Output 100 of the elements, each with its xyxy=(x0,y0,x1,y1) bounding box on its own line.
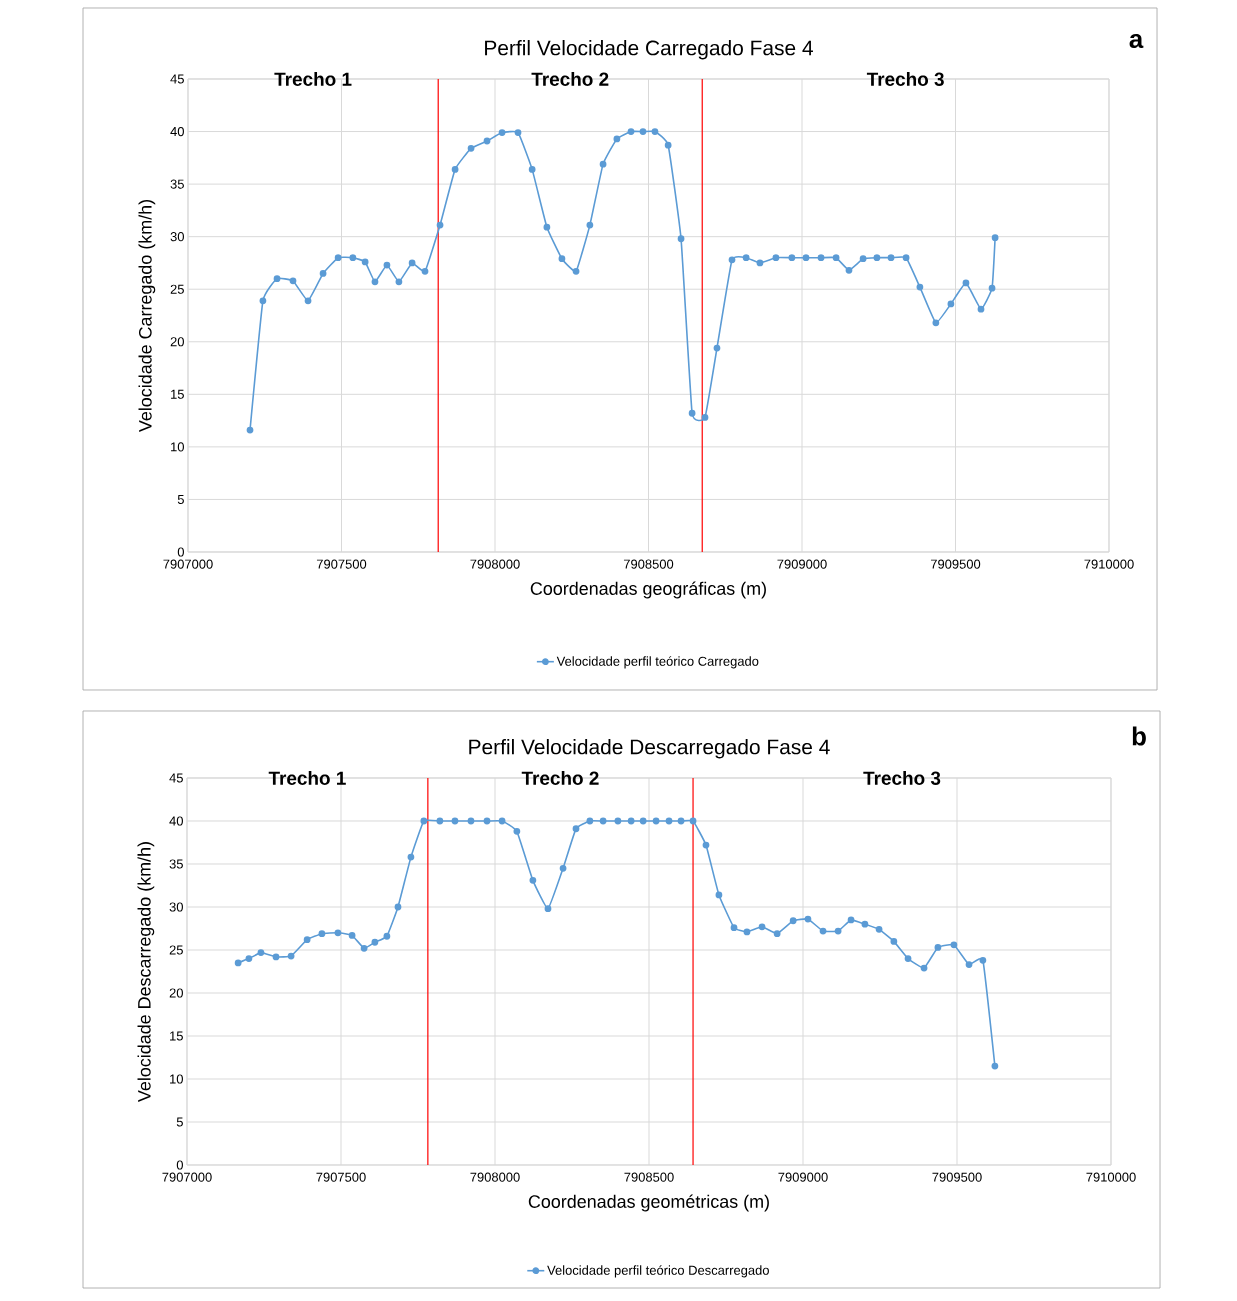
point xyxy=(572,825,580,833)
point xyxy=(319,270,327,277)
x-tick-label: 7907500 xyxy=(316,559,367,569)
y-tick-label: 10 xyxy=(170,1074,183,1084)
point xyxy=(599,160,607,168)
point xyxy=(902,254,910,262)
point xyxy=(371,938,379,946)
point xyxy=(334,254,342,262)
point xyxy=(652,817,660,825)
point xyxy=(742,254,750,262)
point xyxy=(904,955,912,962)
point xyxy=(991,1062,999,1070)
point xyxy=(802,254,810,262)
point xyxy=(543,223,551,231)
y-tick-label: 35 xyxy=(169,859,183,869)
point xyxy=(383,261,391,269)
point xyxy=(394,903,402,911)
y-tick-label: 0 xyxy=(177,547,184,557)
point xyxy=(436,817,444,825)
point xyxy=(257,949,265,956)
x-tick-label: 7908500 xyxy=(624,1172,674,1182)
point xyxy=(303,936,311,944)
point xyxy=(965,961,973,969)
point xyxy=(513,827,521,835)
point xyxy=(483,137,491,145)
point xyxy=(407,853,415,861)
x-tick-label: 7909500 xyxy=(932,1172,982,1182)
point xyxy=(383,932,391,940)
point xyxy=(627,817,635,825)
y-tick-label: 25 xyxy=(169,945,183,955)
point xyxy=(947,300,955,308)
point xyxy=(639,128,647,135)
y-tick-label: 20 xyxy=(170,337,184,347)
chart-title: Perfil Velocidade Descarregado Fase 4 xyxy=(469,739,830,759)
point xyxy=(272,953,280,961)
point xyxy=(420,817,428,825)
point xyxy=(467,817,475,825)
y-tick-label: 5 xyxy=(176,1117,183,1127)
annotation: Trecho 1 xyxy=(268,771,346,785)
point xyxy=(715,891,723,899)
point xyxy=(887,254,895,262)
point xyxy=(859,255,867,263)
text: b xyxy=(1132,726,1146,746)
point xyxy=(234,959,242,967)
point xyxy=(287,952,295,960)
point xyxy=(702,841,710,849)
point xyxy=(395,278,403,286)
point xyxy=(613,135,621,143)
point xyxy=(772,254,780,262)
point xyxy=(689,817,697,825)
y-tick-label: 45 xyxy=(169,773,183,783)
chart-title: Perfil Velocidade Carregado Fase 4 xyxy=(485,40,813,60)
y-tick-label: 25 xyxy=(170,284,184,294)
point xyxy=(361,258,369,266)
x-tick-label: 7909500 xyxy=(930,559,981,569)
point xyxy=(730,924,738,932)
point xyxy=(289,277,297,285)
x-tick-label: 7907000 xyxy=(162,1172,212,1182)
y-tick-label: 40 xyxy=(169,816,183,826)
point xyxy=(614,817,622,825)
point xyxy=(483,817,491,825)
point xyxy=(544,905,552,913)
point xyxy=(834,927,842,935)
point xyxy=(498,129,506,136)
point xyxy=(348,931,356,939)
point xyxy=(451,817,459,825)
point xyxy=(743,928,751,936)
y-tick-label: 30 xyxy=(170,232,184,242)
x-tick-label: 7908500 xyxy=(623,559,674,569)
x-axis-title: Coordenadas geográficas (m) xyxy=(530,581,766,599)
point xyxy=(360,944,368,952)
point xyxy=(916,283,924,291)
point xyxy=(789,917,797,925)
x-tick-label: 7908000 xyxy=(470,1172,520,1182)
point xyxy=(804,915,812,923)
y-tick-label: 0 xyxy=(176,1160,183,1170)
point xyxy=(873,254,881,262)
x-tick-label: 7908000 xyxy=(470,559,520,569)
point xyxy=(962,279,970,287)
y-tick-label: 15 xyxy=(170,1031,183,1041)
x-tick-label: 7909000 xyxy=(777,559,827,569)
point xyxy=(599,817,607,825)
point xyxy=(677,235,685,243)
point xyxy=(559,864,567,872)
point xyxy=(847,916,855,924)
point xyxy=(349,254,357,262)
y-tick-label: 40 xyxy=(170,126,184,137)
point xyxy=(558,255,566,263)
text: a xyxy=(1129,33,1144,49)
y-tick-label: 10 xyxy=(171,442,184,452)
y-tick-label: 45 xyxy=(170,74,184,84)
legend-label: Velocidade perfil teórico Descarregado xyxy=(547,1265,769,1278)
point xyxy=(436,221,444,229)
point xyxy=(890,938,898,945)
point xyxy=(529,876,537,884)
point xyxy=(528,166,536,173)
x-tick-label: 7907000 xyxy=(163,559,213,569)
point xyxy=(977,305,985,313)
x-tick-label: 7909000 xyxy=(778,1172,828,1182)
point xyxy=(259,297,267,305)
